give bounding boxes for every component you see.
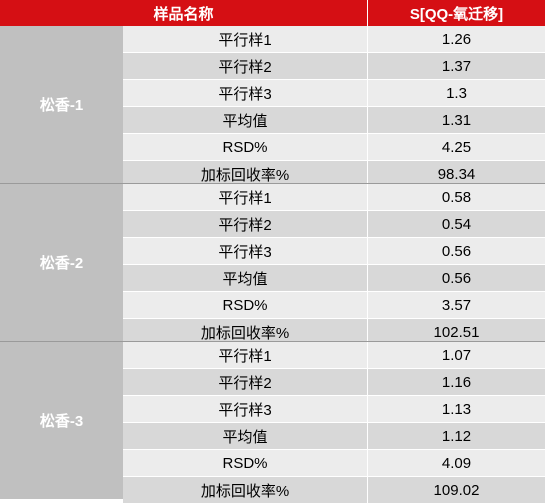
table-row: 平行样3 1.13 xyxy=(123,396,545,423)
group-label: 松香-1 xyxy=(0,26,123,183)
row-label: 平行样2 xyxy=(123,211,368,237)
row-label: RSD% xyxy=(123,450,368,476)
row-value: 0.56 xyxy=(441,242,472,260)
table-row: 平均值 1.12 xyxy=(123,423,545,450)
group-label: 松香-3 xyxy=(0,342,123,499)
sample-group: 松香-2 平行样1 0.58 平行样2 0.54 平行样3 0.56 平均值 0… xyxy=(0,184,545,346)
row-value: 4.25 xyxy=(441,138,472,156)
table-row: RSD% 4.25 xyxy=(123,134,545,161)
sample-group: 松香-1 平行样1 1.26 平行样2 1.37 平行样3 1.3 平均值 1.… xyxy=(0,26,545,188)
table-row: 平行样1 0.58 xyxy=(123,184,545,211)
table-row: 平行样2 1.37 xyxy=(123,53,545,80)
row-label: 平行样3 xyxy=(123,80,368,106)
table-row: 加标回收率% 109.02 xyxy=(123,477,545,504)
row-value: 4.09 xyxy=(441,454,472,472)
table-row: 平均值 1.31 xyxy=(123,107,545,134)
header-sample-name: 样品名称 xyxy=(0,0,368,26)
row-label: 平行样3 xyxy=(123,238,368,264)
row-value: 98.34 xyxy=(437,165,476,183)
group-divider xyxy=(0,183,545,184)
table-header: 样品名称 S[QQ-氧迁移] xyxy=(0,0,545,26)
row-label: 平行样1 xyxy=(123,26,368,52)
row-value: 1.26 xyxy=(441,30,472,48)
row-label: 平行样3 xyxy=(123,396,368,422)
table-row: 平行样1 1.26 xyxy=(123,26,545,53)
row-value: 1.37 xyxy=(441,57,472,75)
group-label: 松香-2 xyxy=(0,184,123,341)
group-divider xyxy=(0,341,545,342)
header-value: S[QQ-氧迁移] xyxy=(409,5,504,23)
row-value: 1.07 xyxy=(441,346,472,364)
group-rows: 平行样1 1.26 平行样2 1.37 平行样3 1.3 平均值 1.31 RS… xyxy=(123,26,545,188)
row-value: 1.16 xyxy=(441,373,472,391)
row-value: 3.57 xyxy=(441,296,472,314)
row-label: 平行样2 xyxy=(123,369,368,395)
row-value: 109.02 xyxy=(433,481,480,499)
row-label: 平均值 xyxy=(123,423,368,449)
row-value: 1.31 xyxy=(441,111,472,129)
table-row: 平行样1 1.07 xyxy=(123,342,545,369)
table-row: 平行样3 1.3 xyxy=(123,80,545,107)
row-value: 0.56 xyxy=(441,269,472,287)
row-label: 平均值 xyxy=(123,265,368,291)
row-value: 0.54 xyxy=(441,215,472,233)
row-value: 1.12 xyxy=(441,427,472,445)
row-label: 平均值 xyxy=(123,107,368,133)
row-label: 平行样1 xyxy=(123,342,368,368)
table-row: RSD% 3.57 xyxy=(123,292,545,319)
row-label: 平行样2 xyxy=(123,53,368,79)
sample-group: 松香-3 平行样1 1.07 平行样2 1.16 平行样3 1.13 平均值 1… xyxy=(0,342,545,504)
row-label: 平行样1 xyxy=(123,184,368,210)
table-row: 平行样2 0.54 xyxy=(123,211,545,238)
row-value: 1.3 xyxy=(446,84,467,102)
row-label: 加标回收率% xyxy=(123,319,368,345)
row-value: 1.13 xyxy=(441,400,472,418)
table-row: 平行样2 1.16 xyxy=(123,369,545,396)
table-row: RSD% 4.09 xyxy=(123,450,545,477)
row-label: 加标回收率% xyxy=(123,161,368,187)
group-rows: 平行样1 0.58 平行样2 0.54 平行样3 0.56 平均值 0.56 R… xyxy=(123,184,545,346)
row-value: 102.51 xyxy=(433,323,480,341)
row-label: 加标回收率% xyxy=(123,477,368,503)
row-label: RSD% xyxy=(123,134,368,160)
group-rows: 平行样1 1.07 平行样2 1.16 平行样3 1.13 平均值 1.12 R… xyxy=(123,342,545,504)
table-row: 平均值 0.56 xyxy=(123,265,545,292)
row-label: RSD% xyxy=(123,292,368,318)
table-row: 平行样3 0.56 xyxy=(123,238,545,265)
row-value: 0.58 xyxy=(441,188,472,206)
